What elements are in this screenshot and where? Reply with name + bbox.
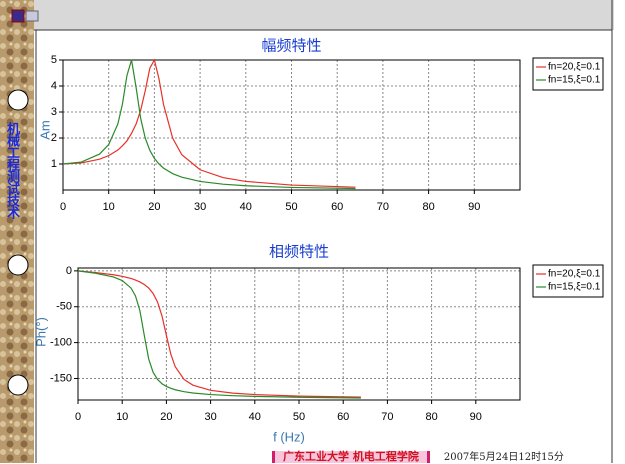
x-tick-label: 20 bbox=[160, 411, 172, 423]
college: 机电工程学院 bbox=[352, 450, 419, 463]
y-axis-label: Am bbox=[37, 120, 52, 140]
top-bar bbox=[34, 0, 614, 30]
x-tick-label: 60 bbox=[331, 201, 343, 213]
legend-label: fn=20,ξ=0.1 bbox=[548, 269, 601, 280]
legend-label: fn=15,ξ=0.1 bbox=[548, 75, 601, 86]
series-line bbox=[77, 270, 361, 398]
y-tick-label: 0 bbox=[66, 265, 72, 277]
series-line bbox=[62, 58, 356, 188]
legend-box bbox=[532, 57, 604, 91]
chart-title: 相频特性 bbox=[269, 243, 329, 261]
y-tick-label: 1 bbox=[51, 158, 57, 170]
footer: 广东工业大学 机电工程学院 2007年5月24日12时15分 bbox=[272, 451, 564, 463]
x-tick-label: 40 bbox=[249, 411, 261, 423]
x-axis-label: f (Hz) bbox=[273, 429, 305, 444]
x-tick-label: 70 bbox=[381, 411, 393, 423]
chart-title: 幅频特性 bbox=[261, 37, 321, 55]
series-line bbox=[77, 270, 361, 399]
y-tick-label: 2 bbox=[51, 132, 57, 144]
legend-label: fn=15,ξ=0.1 bbox=[548, 282, 601, 293]
legend-label: fn=20,ξ=0.1 bbox=[548, 62, 601, 73]
x-tick-label: 0 bbox=[75, 411, 81, 423]
timestamp: 2007年5月24日12时15分 bbox=[443, 452, 564, 463]
x-tick-label: 30 bbox=[194, 201, 206, 213]
y-axis-label: Ph(°) bbox=[33, 317, 48, 347]
x-tick-label: 30 bbox=[204, 411, 216, 423]
x-tick-label: 90 bbox=[470, 411, 482, 423]
y-tick-label: 4 bbox=[51, 80, 57, 92]
menu-icon[interactable] bbox=[25, 10, 39, 22]
side-title: 机械工程测试技术 bbox=[4, 122, 19, 218]
x-tick-label: 80 bbox=[425, 411, 437, 423]
plot-frame bbox=[62, 59, 521, 191]
x-tick-label: 80 bbox=[422, 201, 434, 213]
y-tick-label: 3 bbox=[51, 106, 57, 118]
x-tick-label: 90 bbox=[468, 201, 480, 213]
app-icon[interactable] bbox=[11, 9, 25, 23]
x-tick-label: 0 bbox=[60, 201, 66, 213]
x-tick-label: 20 bbox=[148, 201, 160, 213]
ring-hole bbox=[7, 89, 29, 111]
x-tick-label: 10 bbox=[103, 201, 115, 213]
footer-banner: 广东工业大学 机电工程学院 bbox=[272, 451, 430, 463]
plot-frame bbox=[77, 267, 521, 401]
x-tick-label: 40 bbox=[240, 201, 252, 213]
ring-hole bbox=[7, 254, 29, 276]
y-tick-label: 5 bbox=[51, 54, 57, 66]
y-tick-label: -50 bbox=[56, 301, 72, 313]
x-tick-label: 70 bbox=[377, 201, 389, 213]
y-tick-label: -100 bbox=[50, 337, 72, 349]
x-tick-label: 10 bbox=[116, 411, 128, 423]
y-tick-label: -150 bbox=[50, 372, 72, 384]
legend-box bbox=[532, 264, 604, 298]
x-tick-label: 50 bbox=[293, 411, 305, 423]
series-line bbox=[62, 59, 356, 190]
school: 广东工业大学 bbox=[283, 450, 349, 463]
x-tick-label: 60 bbox=[337, 411, 349, 423]
x-tick-label: 50 bbox=[285, 201, 297, 213]
ring-hole bbox=[7, 374, 29, 396]
